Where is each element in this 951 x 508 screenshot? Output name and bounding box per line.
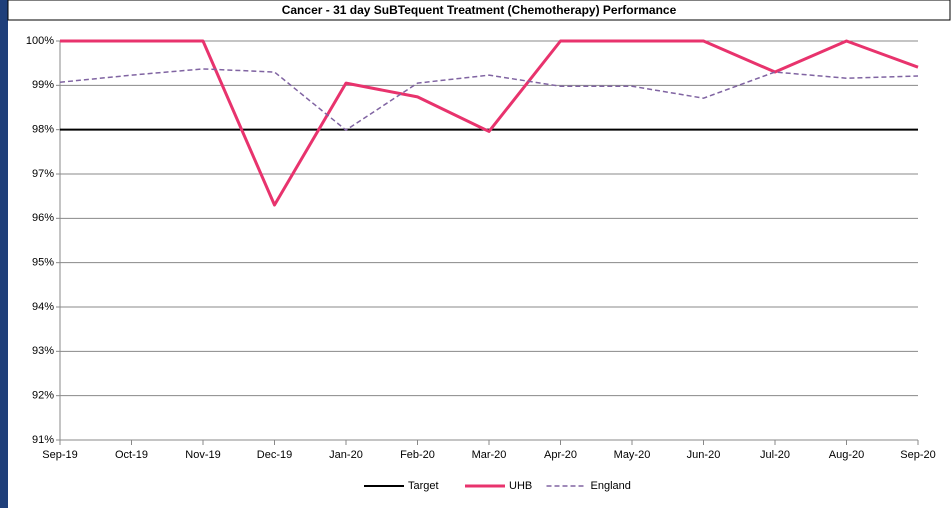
y-tick-label: 97% [32,168,54,180]
x-tick-label: Dec-19 [257,449,292,461]
x-tick-label: Jul-20 [760,449,790,461]
side-bar [0,0,8,508]
y-tick-label: 100% [26,35,54,47]
y-tick-label: 96% [32,212,54,224]
y-tick-label: 99% [32,79,54,91]
legend-label: UHB [509,480,532,492]
x-tick-label: Feb-20 [400,449,435,461]
series-line [59,68,919,131]
title-box [7,0,951,21]
y-tick-label: 92% [32,390,54,402]
x-tick-label: May-20 [614,449,651,461]
legend-label: England [591,480,631,492]
x-tick-label: Nov-19 [185,449,220,461]
x-tick-label: Aug-20 [829,449,864,461]
y-tick-label: 94% [32,301,54,313]
y-tick-label: 95% [32,257,54,269]
x-tick-label: Apr-20 [544,449,577,461]
y-tick-label: 93% [32,345,54,357]
x-tick-label: Oct-19 [115,449,148,461]
chart-title: Cancer - 31 day SuBTequent Treatment (Ch… [282,3,677,17]
x-tick-label: Jan-20 [329,449,363,461]
x-tick-label: Mar-20 [472,449,507,461]
legend-label: Target [408,480,439,492]
y-tick-label: 98% [32,124,54,136]
x-tick-label: Jun-20 [687,449,721,461]
y-tick-label: 91% [32,434,54,446]
series-line [60,39,919,207]
x-tick-label: Sep-20 [900,449,935,461]
x-tick-label: Sep-19 [42,449,77,461]
